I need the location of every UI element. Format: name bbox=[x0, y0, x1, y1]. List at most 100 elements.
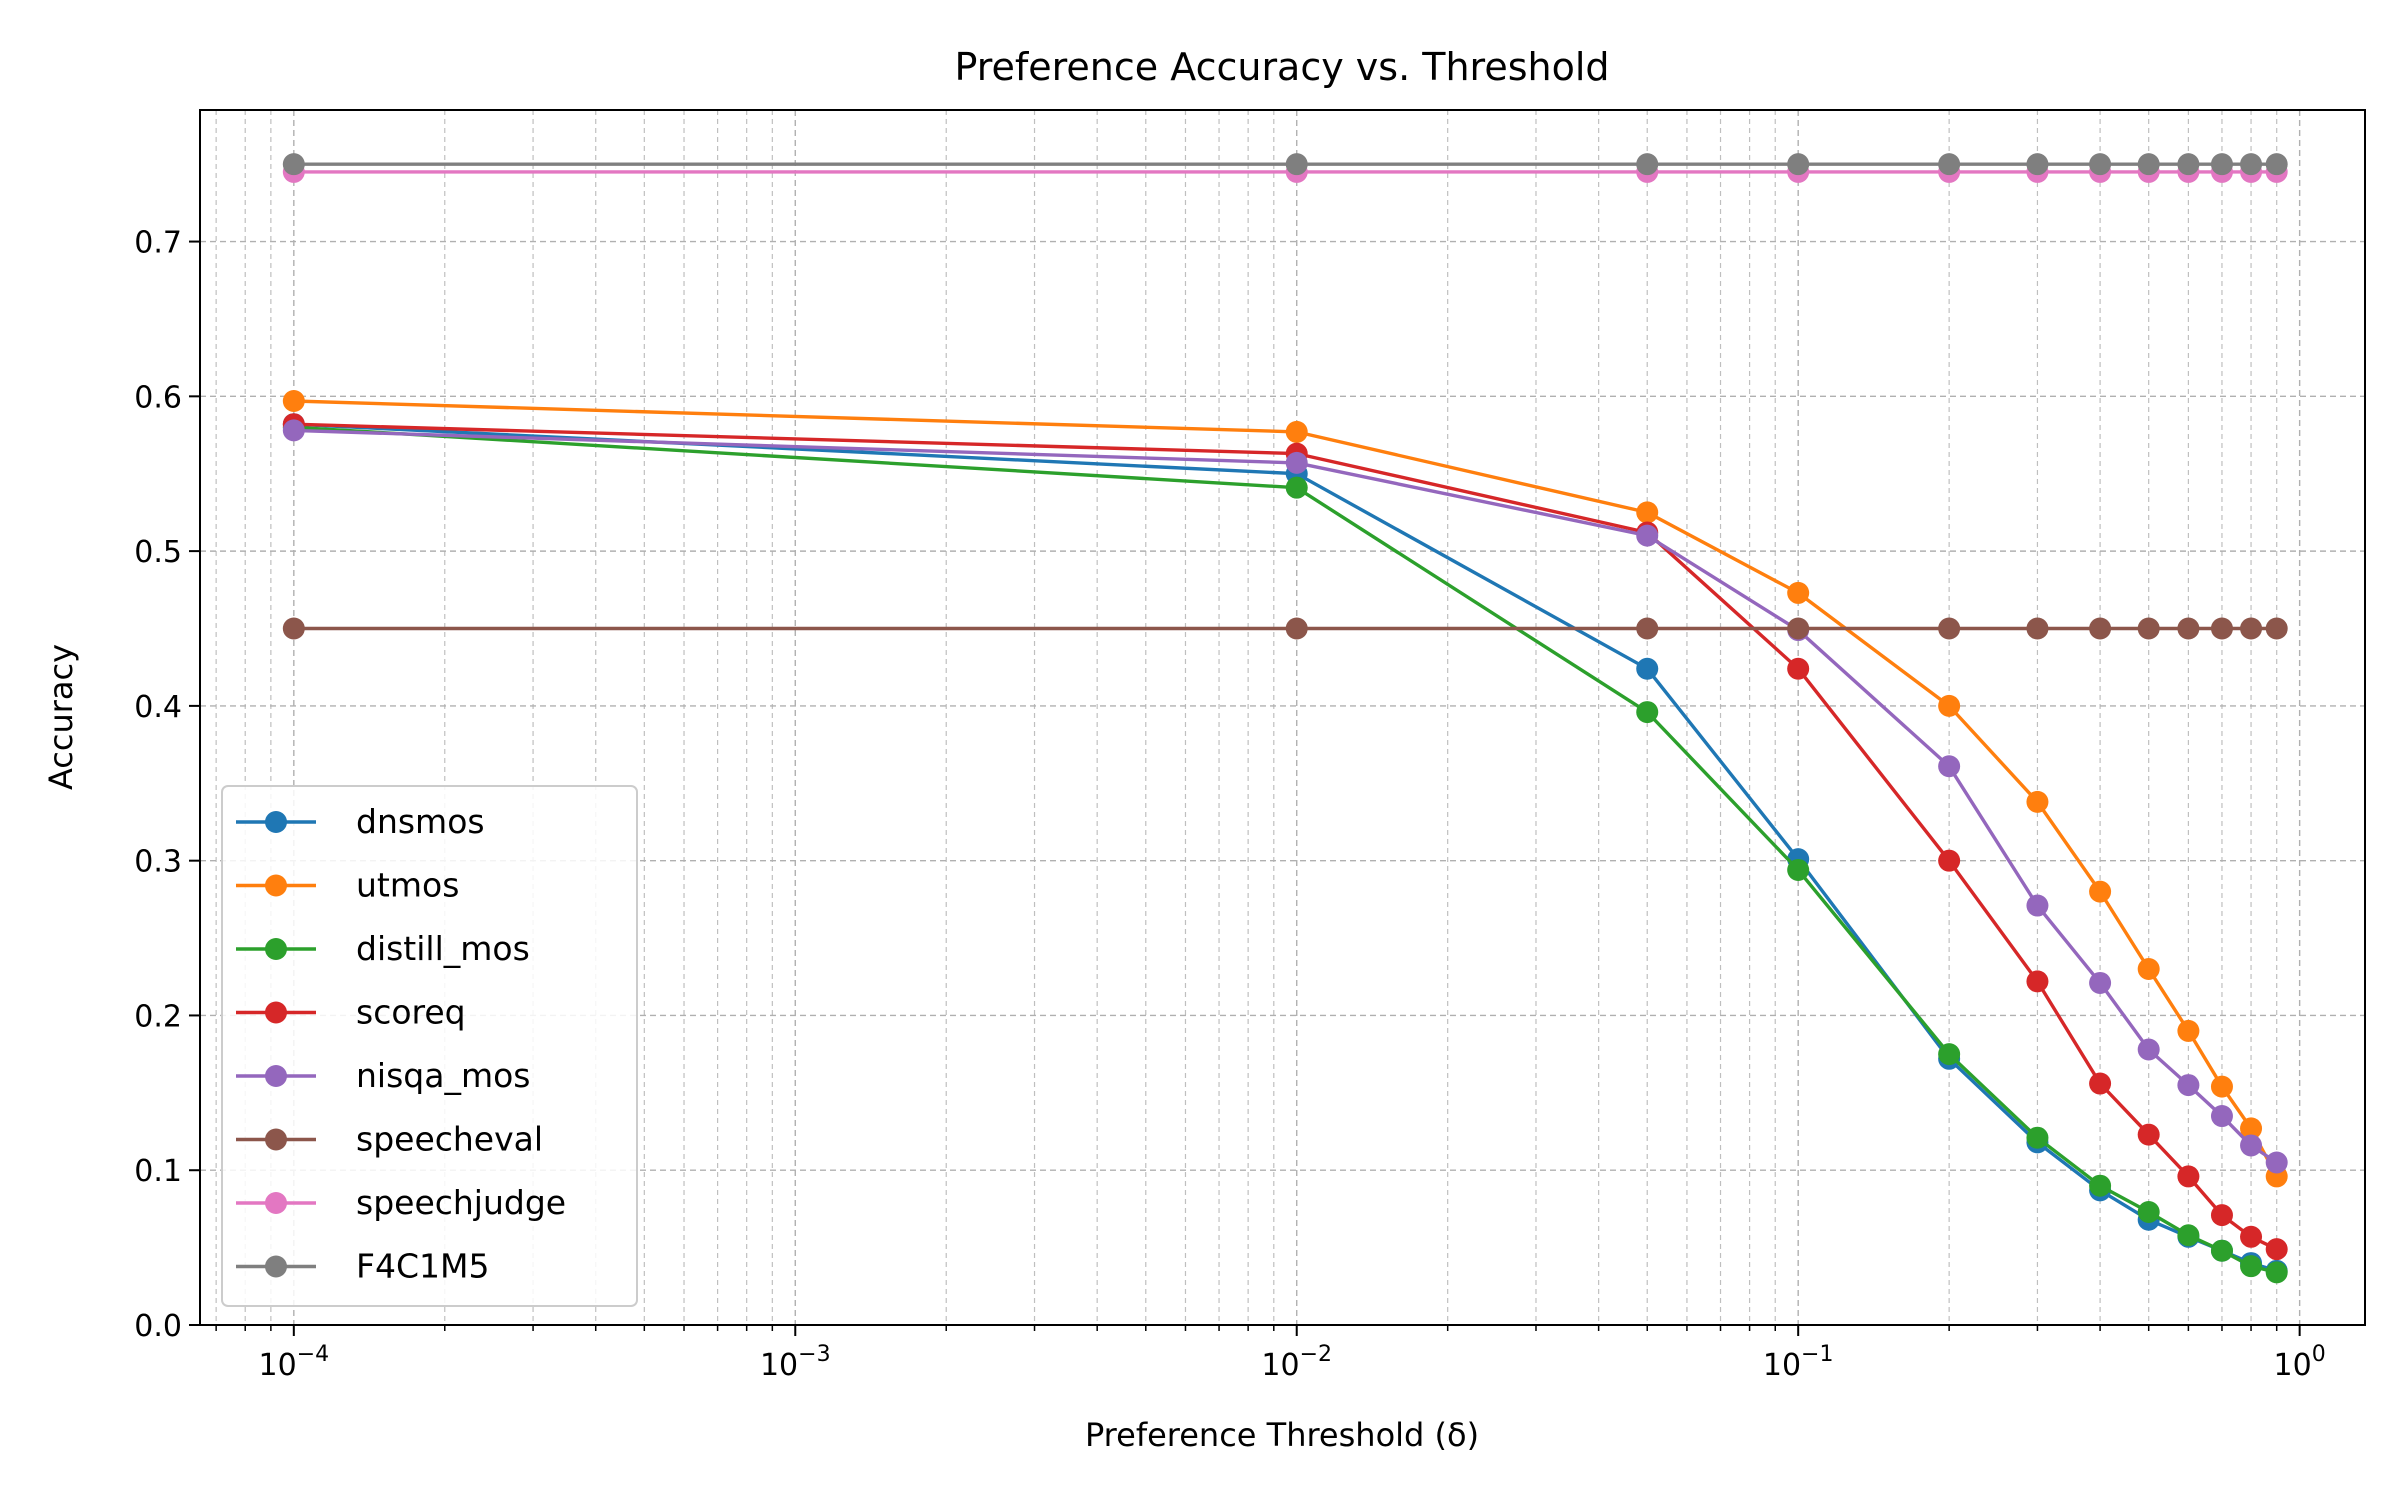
data-point-speecheval bbox=[282, 617, 305, 640]
legend-item: speecheval bbox=[236, 1120, 543, 1159]
legend-label: speecheval bbox=[356, 1120, 543, 1159]
data-point-F4C1M5 bbox=[1938, 153, 1961, 176]
data-point-nisqa_mos bbox=[2026, 894, 2049, 917]
legend-item: speechjudge bbox=[236, 1183, 566, 1222]
data-point-scoreq bbox=[2177, 1165, 2200, 1188]
y-tick-label: 0.6 bbox=[134, 380, 182, 415]
data-point-utmos bbox=[2177, 1019, 2200, 1042]
data-point-distill_mos bbox=[1938, 1043, 1961, 1066]
legend-marker-dnsmos bbox=[265, 811, 287, 833]
data-point-scoreq bbox=[1938, 849, 1961, 872]
data-point-distill_mos bbox=[1787, 858, 1810, 881]
data-point-utmos bbox=[282, 389, 305, 412]
x-tick-label: 100 bbox=[2274, 1342, 2326, 1383]
data-point-scoreq bbox=[2089, 1072, 2112, 1095]
legend-marker-speechjudge bbox=[265, 1192, 287, 1214]
data-point-utmos bbox=[1787, 581, 1810, 604]
data-point-scoreq bbox=[2026, 970, 2049, 993]
data-point-speecheval bbox=[1938, 617, 1961, 640]
legend-label: scoreq bbox=[356, 993, 466, 1032]
data-point-F4C1M5 bbox=[2026, 153, 2049, 176]
y-axis-label: Accuracy bbox=[42, 644, 80, 790]
y-tick-label: 0.2 bbox=[134, 999, 182, 1034]
legend-label: utmos bbox=[356, 866, 459, 905]
legend-label: dnsmos bbox=[356, 802, 485, 841]
plot-frame bbox=[199, 109, 2366, 1326]
legend-label: F4C1M5 bbox=[356, 1247, 489, 1286]
data-point-utmos bbox=[2210, 1075, 2233, 1098]
series-scoreq bbox=[282, 413, 2288, 1261]
legend-label: distill_mos bbox=[356, 929, 530, 968]
legend-item: distill_mos bbox=[236, 929, 530, 968]
y-tick-label: 0.3 bbox=[134, 845, 182, 880]
data-point-speecheval bbox=[2240, 617, 2263, 640]
data-point-speecheval bbox=[1285, 617, 1308, 640]
y-tick-label: 0.0 bbox=[134, 1309, 182, 1344]
data-point-distill_mos bbox=[1285, 476, 1308, 499]
data-point-utmos bbox=[2240, 1117, 2263, 1140]
data-point-utmos bbox=[1285, 420, 1308, 443]
data-point-utmos bbox=[1636, 501, 1659, 524]
chart-title: Preference Accuracy vs. Threshold bbox=[954, 45, 1609, 89]
legend-marker-utmos bbox=[265, 874, 287, 897]
data-point-F4C1M5 bbox=[1285, 153, 1308, 176]
data-point-scoreq bbox=[2265, 1238, 2288, 1261]
data-point-nisqa_mos bbox=[1285, 451, 1308, 474]
data-point-nisqa_mos bbox=[2177, 1074, 2200, 1097]
data-point-scoreq bbox=[1787, 657, 1810, 680]
data-point-speecheval bbox=[1636, 617, 1659, 640]
data-point-scoreq bbox=[2210, 1204, 2233, 1227]
y-tick-label: 0.4 bbox=[134, 690, 182, 725]
data-point-F4C1M5 bbox=[2210, 153, 2233, 176]
y-tick-label: 0.1 bbox=[134, 1154, 182, 1189]
data-point-distill_mos bbox=[1636, 701, 1659, 724]
legend-label: speechjudge bbox=[356, 1183, 566, 1222]
data-point-nisqa_mos bbox=[282, 419, 305, 442]
legend-item: nisqa_mos bbox=[236, 1056, 530, 1095]
x-tick-label: 10−4 bbox=[259, 1342, 330, 1383]
data-point-distill_mos bbox=[2137, 1201, 2160, 1224]
data-point-nisqa_mos bbox=[2089, 971, 2112, 994]
data-point-nisqa_mos bbox=[2137, 1038, 2160, 1061]
data-point-utmos bbox=[2089, 880, 2112, 903]
ticks-layer: 10−4 10−3 10−2 10−1 100 0.0 0.1 0.2 0.3 0.4 0.5 0.6… bbox=[134, 226, 2325, 1383]
data-point-distill_mos bbox=[2265, 1261, 2288, 1284]
data-point-distill_mos bbox=[2240, 1255, 2263, 1278]
series-utmos bbox=[282, 389, 2288, 1188]
series-layer bbox=[282, 153, 2288, 1284]
data-point-speecheval bbox=[2026, 617, 2049, 640]
data-point-nisqa_mos bbox=[2265, 1151, 2288, 1174]
data-point-dnsmos bbox=[1636, 657, 1659, 680]
data-point-utmos bbox=[2026, 790, 2049, 813]
legend-marker-speecheval bbox=[265, 1128, 287, 1151]
series-distill_mos bbox=[282, 416, 2288, 1284]
x-tick-label: 10−2 bbox=[1261, 1342, 1332, 1383]
data-point-utmos bbox=[1938, 694, 1961, 717]
series-speecheval bbox=[282, 617, 2288, 640]
data-point-F4C1M5 bbox=[2240, 153, 2263, 176]
x-tick-label: 10−3 bbox=[760, 1342, 831, 1383]
legend-marker-distill_mos bbox=[265, 938, 287, 960]
data-point-scoreq bbox=[2240, 1225, 2263, 1248]
y-tick-label: 0.7 bbox=[134, 226, 182, 261]
legend-item: dnsmos bbox=[236, 802, 485, 841]
data-point-distill_mos bbox=[2026, 1126, 2049, 1149]
data-point-F4C1M5 bbox=[1636, 153, 1659, 176]
data-point-speecheval bbox=[2089, 617, 2112, 640]
data-point-nisqa_mos bbox=[2210, 1105, 2233, 1128]
data-point-nisqa_mos bbox=[1938, 755, 1961, 778]
data-point-speecheval bbox=[1787, 617, 1810, 640]
data-point-F4C1M5 bbox=[282, 153, 305, 176]
legend-marker-F4C1M5 bbox=[265, 1255, 287, 1278]
legend-box bbox=[221, 785, 638, 1307]
data-point-speecheval bbox=[2177, 617, 2200, 640]
legend-item: utmos bbox=[236, 866, 459, 905]
data-point-F4C1M5 bbox=[2265, 153, 2288, 176]
data-point-F4C1M5 bbox=[2137, 153, 2160, 176]
legend-marker-scoreq bbox=[265, 1001, 287, 1024]
data-point-nisqa_mos bbox=[1636, 524, 1659, 547]
data-point-speecheval bbox=[2265, 617, 2288, 640]
